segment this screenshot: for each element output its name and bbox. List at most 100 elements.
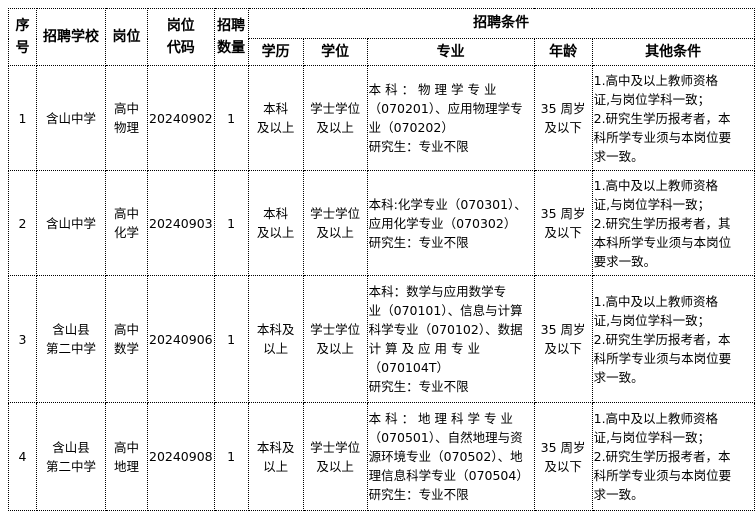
other-cell-line: 2.研究生学历报考者，本 bbox=[593, 331, 731, 347]
school-cell-line: 含山中学 bbox=[45, 215, 96, 231]
education-cell: 本科及以上 bbox=[247, 170, 304, 276]
school-cell: 含山县 第二中学 bbox=[36, 275, 106, 403]
education-cell-line: 本科及 bbox=[256, 322, 295, 337]
other-cell-line: 证,与岗位学科一致； bbox=[593, 196, 711, 212]
other-cell-line: 证,与岗位学科一致； bbox=[593, 91, 711, 107]
school-cell-line: 含山县 bbox=[52, 322, 90, 337]
school-cell: 含山县 第二中学 bbox=[36, 402, 106, 511]
age-cell-line: 及以下 bbox=[544, 341, 582, 356]
school-cell-line: 含山县 bbox=[52, 439, 90, 455]
education-cell-line: 及以上 bbox=[256, 120, 295, 135]
major-cell-line: 理信息科学专业（070504） bbox=[368, 468, 529, 483]
major-cell-line: 计 算 及 应 用 专 业 bbox=[368, 341, 480, 356]
header-degree: 学位 bbox=[302, 38, 368, 66]
header-other: 其他条件 bbox=[591, 38, 755, 66]
post-cell-line: 高中 bbox=[113, 206, 139, 221]
degree-cell: 学士学位 及以上 bbox=[302, 275, 368, 403]
other-cell: 1.高中及以上教师资格 证,与岗位学科一致； 2.研究生学历报考者，本 科所学专业须与… bbox=[591, 275, 755, 403]
degree-cell-line: 及以上 bbox=[316, 458, 354, 474]
other-cell-line: 1.高中及以上教师资格 bbox=[593, 411, 719, 426]
header-education: 学历 bbox=[247, 38, 304, 66]
age-cell-line: 及以下 bbox=[544, 458, 582, 474]
major-cell-line: 研究生：专业不限 bbox=[368, 139, 469, 154]
major-cell-line: （070104T） bbox=[368, 360, 449, 375]
education-cell-line: 及以上 bbox=[256, 225, 295, 240]
seq-cell: 3 bbox=[8, 275, 37, 403]
table-row: 1 含山中学 高中 物理 20240902 1 本科 及以上 学士学位 及以上本 科 ： 物 理 … bbox=[8, 65, 755, 171]
degree-cell-line: 学士学位 bbox=[310, 439, 361, 455]
other-cell-line: 求一致。 bbox=[593, 148, 644, 164]
major-cell-line: 本科：数学与应用数学专 bbox=[368, 284, 507, 299]
age-cell-line: 35 周岁 bbox=[540, 206, 586, 221]
other-cell-line: 求一致。 bbox=[593, 487, 644, 502]
degree-cell-line: 及以上 bbox=[316, 225, 354, 240]
school-cell: 含山中学 bbox=[36, 65, 106, 171]
education-cell: 本科及以上 bbox=[247, 65, 304, 171]
age-cell-line: 及以下 bbox=[544, 120, 582, 135]
header-count: 招聘数量 bbox=[213, 8, 249, 66]
count-cell: 1 bbox=[213, 65, 249, 171]
code-cell: 20240906 bbox=[147, 275, 215, 403]
other-cell-line: 2.研究生学历报考者，本 bbox=[593, 110, 731, 126]
school-cell-line: 含山中学 bbox=[45, 110, 96, 126]
recruitment-table: 序号 招聘学校 岗位 岗位代码 招聘数量 招聘条件 学历 学位 专业 年龄 其他… bbox=[8, 8, 755, 511]
age-cell-line: 及以下 bbox=[544, 225, 582, 240]
degree-cell-line: 学士学位 bbox=[310, 322, 361, 337]
post-cell: 高中 数学 bbox=[105, 275, 148, 403]
table-row: 3 含山县 第二中学 高中 数学 20240906 1 本科及 以上 学士学位 及以上 本科：数学与应… bbox=[8, 275, 755, 403]
seq-cell: 1 bbox=[8, 65, 37, 171]
post-cell: 高中 地理 bbox=[105, 402, 148, 511]
seq-cell: 4 bbox=[8, 402, 37, 511]
education-cell-line: 以上 bbox=[263, 341, 289, 356]
major-cell-line: 研究生：专业不限 bbox=[368, 487, 469, 502]
count-cell: 1 bbox=[213, 275, 249, 403]
education-cell-line: 本科及 bbox=[256, 439, 295, 455]
education-cell-line: 本科 bbox=[263, 206, 289, 221]
major-cell-line: 业（070202） bbox=[368, 120, 454, 135]
header-school: 招聘学校 bbox=[36, 8, 106, 66]
other-cell-line: 证,与岗位学科一致； bbox=[593, 312, 711, 328]
other-cell-line: 1.高中及以上教师资格 bbox=[593, 293, 719, 309]
degree-cell-line: 及以上 bbox=[316, 120, 354, 135]
degree-cell-line: 学士学位 bbox=[310, 206, 361, 221]
degree-cell: 学士学位 及以上 bbox=[302, 65, 368, 171]
age-cell: 35 周岁 及以下 bbox=[533, 65, 593, 171]
major-cell-line: 本 科 ： 地 理 科 学 专 业 bbox=[368, 411, 513, 426]
major-cell: 本科：数学与应用数学专 业（070101）、信息与计算 科学专业（070102）、数… bbox=[366, 275, 535, 403]
education-cell-line: 本科 bbox=[263, 101, 289, 116]
post-cell-line: 数学 bbox=[113, 341, 139, 356]
count-cell: 1 bbox=[213, 170, 249, 276]
other-cell-line: 科所学专业须与本岗位要 bbox=[593, 468, 732, 483]
other-cell-line: 1.高中及以上教师资格 bbox=[593, 72, 719, 88]
major-cell-line: 研究生：专业不限 bbox=[368, 379, 469, 394]
count-cell: 1 bbox=[213, 402, 249, 511]
other-cell-line: 2.研究生学历报考者，本 bbox=[593, 449, 731, 464]
education-cell: 本科及以上 bbox=[247, 402, 304, 511]
school-cell: 含山中学 bbox=[36, 170, 106, 276]
major-cell: 本 科 ： 物 理 学 专 业 （070201）、应用物理学专 业（070202） 研… bbox=[366, 65, 535, 171]
header-seq: 序号 bbox=[8, 8, 37, 66]
code-cell: 20240903 bbox=[147, 170, 215, 276]
age-cell: 35 周岁 及以下 bbox=[533, 275, 593, 403]
major-cell-line: （070501）、自然地理与资 bbox=[368, 430, 523, 445]
major-cell-line: 研究生：专业不限 bbox=[368, 234, 469, 250]
education-cell: 本科及以上 bbox=[247, 275, 304, 403]
major-cell-line: 源环境专业（070502）、地 bbox=[368, 449, 523, 464]
table-row: 2 含山中学 高中 化学 20240903 1 本科 及以上 学士学位 及以上 本科:化学专业（07… bbox=[8, 170, 755, 276]
major-cell-line: 应用化学专业（070302） bbox=[368, 215, 517, 231]
post-cell-line: 高中 bbox=[113, 322, 139, 337]
education-cell-line: 以上 bbox=[263, 458, 289, 474]
school-cell-line: 第二中学 bbox=[45, 458, 96, 474]
other-cell-line: 证,与岗位学科一致； bbox=[593, 430, 711, 445]
major-cell-line: 本 科 ： 物 理 学 专 业 bbox=[368, 82, 497, 97]
other-cell-line: 要求一致。 bbox=[593, 253, 657, 269]
major-cell-line: 业（070101）、信息与计算 bbox=[368, 303, 523, 318]
code-cell: 20240902 bbox=[147, 65, 215, 171]
degree-cell: 学士学位 及以上 bbox=[302, 402, 368, 511]
age-cell: 35 周岁 及以下 bbox=[533, 402, 593, 511]
post-cell-line: 地理 bbox=[113, 458, 139, 474]
major-cell-line: （070201）、应用物理学专 bbox=[368, 101, 523, 116]
post-cell: 高中 化学 bbox=[105, 170, 148, 276]
post-cell-line: 物理 bbox=[113, 120, 139, 135]
other-cell-line: 2.研究生学历报考者，其 bbox=[593, 215, 731, 231]
